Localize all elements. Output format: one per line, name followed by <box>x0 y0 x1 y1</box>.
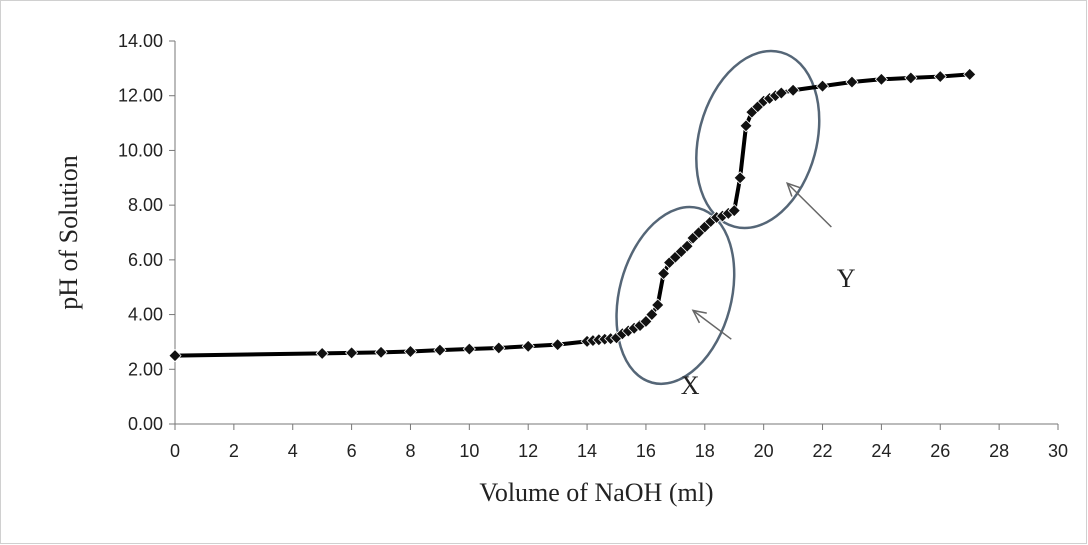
annotation-labels: XY <box>681 264 856 400</box>
data-point <box>651 298 665 312</box>
annotation-label-y: Y <box>837 264 856 293</box>
data-point <box>845 75 859 89</box>
y-tick-label: 10.00 <box>118 140 163 160</box>
data-point <box>904 71 918 85</box>
data-point <box>727 204 741 218</box>
x-tick-label: 6 <box>347 441 357 461</box>
annotation-label-x: X <box>681 371 700 400</box>
data-point <box>739 119 753 133</box>
highlight-ellipse <box>615 205 736 386</box>
data-point <box>521 339 535 353</box>
series-line <box>174 72 970 358</box>
y-tick-labels: 0.00 2.00 4.00 6.00 8.00 10.00 12.00 14.00 <box>118 31 175 434</box>
y-tick-label: 8.00 <box>128 195 163 215</box>
y-tick-label: 4.00 <box>128 305 163 325</box>
x-tick-label: 22 <box>813 441 833 461</box>
data-point <box>168 349 182 363</box>
x-axis-title: Volume of NaOH (ml) <box>479 478 713 507</box>
data-point <box>657 266 671 281</box>
arrow-shaft <box>692 309 732 340</box>
x-tick-label: 8 <box>405 441 415 461</box>
data-point <box>680 239 694 253</box>
data-series <box>168 67 977 363</box>
x-tick-label: 30 <box>1048 441 1068 461</box>
x-tick-label: 18 <box>695 441 715 461</box>
arrow-shaft <box>786 182 832 228</box>
highlight-ellipses <box>615 49 821 386</box>
x-tick-label: 14 <box>577 441 597 461</box>
data-point <box>774 86 788 100</box>
y-tick-label: 2.00 <box>128 359 163 379</box>
x-tick-label: 20 <box>754 441 774 461</box>
data-point <box>786 83 800 97</box>
axes <box>174 41 1058 425</box>
data-point <box>933 69 947 84</box>
y-tick-label: 12.00 <box>118 86 163 106</box>
annotation-arrows <box>691 182 832 340</box>
data-point <box>345 346 359 360</box>
x-tick-label: 2 <box>229 441 239 461</box>
arrow-head <box>785 182 801 197</box>
data-point <box>462 342 476 356</box>
highlight-ellipse <box>695 49 821 230</box>
data-point <box>374 345 388 359</box>
data-point <box>551 338 565 352</box>
y-tick-label: 0.00 <box>128 414 163 434</box>
data-point <box>315 346 329 360</box>
y-axis-title: pH of Solution <box>54 155 83 310</box>
data-point <box>403 344 418 359</box>
data-point <box>492 341 506 355</box>
data-point <box>874 72 888 86</box>
data-point <box>733 171 747 185</box>
arrow-head <box>691 309 707 324</box>
x-tick-label: 24 <box>871 441 891 461</box>
y-tick-label: 14.00 <box>118 31 163 51</box>
data-point <box>815 79 830 93</box>
x-tick-label: 28 <box>989 441 1009 461</box>
x-tick-label: 12 <box>518 441 538 461</box>
x-tick-label: 0 <box>170 441 180 461</box>
data-point <box>639 314 653 328</box>
x-tick-label: 16 <box>636 441 656 461</box>
y-tick-label: 6.00 <box>128 250 163 270</box>
x-tick-label: 26 <box>930 441 950 461</box>
data-point <box>963 67 977 81</box>
data-point <box>645 308 659 322</box>
x-tick-label: 10 <box>459 441 479 461</box>
x-tick-label: 4 <box>288 441 298 461</box>
data-point <box>433 343 447 357</box>
x-tick-labels: 0 2 4 6 8 10 12 14 16 18 20 22 24 26 28 30 <box>170 424 1068 461</box>
